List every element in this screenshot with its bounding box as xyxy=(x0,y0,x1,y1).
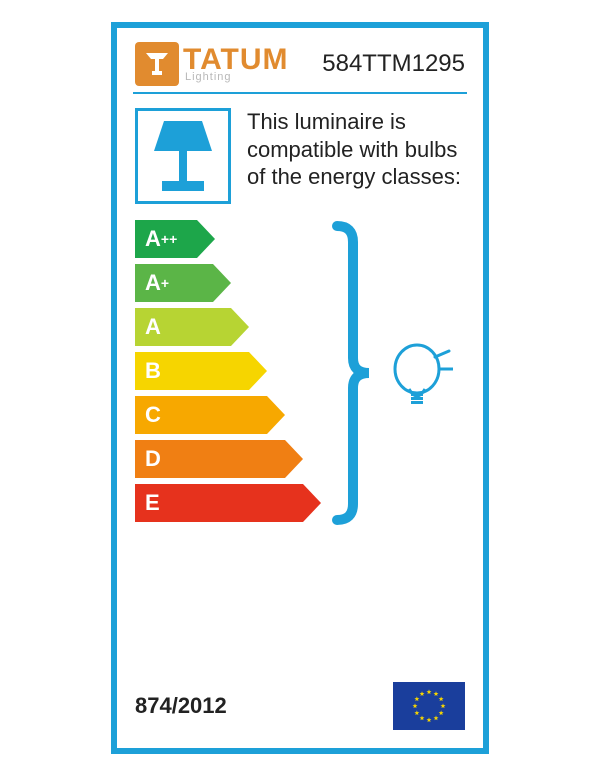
brand-sub: Lighting xyxy=(185,73,289,83)
energy-arrow-label: A+ xyxy=(135,264,213,302)
energy-arrow-C: C xyxy=(135,396,321,434)
energy-arrow-Aplusplus: A++ xyxy=(135,220,321,258)
brace-icon xyxy=(329,220,379,531)
energy-arrow-A: A xyxy=(135,308,321,346)
brand-logo: TATUM Lighting xyxy=(135,42,289,86)
energy-arrow-label: B xyxy=(135,352,249,390)
header: TATUM Lighting 584TTM1295 xyxy=(135,42,465,86)
energy-arrow-label: E xyxy=(135,484,303,522)
energy-arrows-column: A++ A+ ABCDE xyxy=(135,220,321,531)
regulation-number: 874/2012 xyxy=(135,693,227,719)
arrow-tip-icon xyxy=(197,220,215,258)
arrow-tip-icon xyxy=(249,352,267,390)
logo-mark-icon xyxy=(135,42,179,86)
description-row: This luminaire is compatible with bulbs … xyxy=(135,108,465,204)
eu-flag-icon xyxy=(393,682,465,730)
model-number: 584TTM1295 xyxy=(322,50,465,78)
energy-arrow-label: D xyxy=(135,440,285,478)
bulb-icon xyxy=(387,220,457,531)
energy-arrow-label: A xyxy=(135,308,231,346)
arrow-tip-icon xyxy=(231,308,249,346)
description-text: This luminaire is compatible with bulbs … xyxy=(247,108,465,204)
energy-arrow-B: B xyxy=(135,352,321,390)
logo-text: TATUM Lighting xyxy=(183,46,289,83)
energy-arrow-Aplus: A+ xyxy=(135,264,321,302)
energy-scale: A++ A+ ABCDE xyxy=(135,220,465,531)
arrow-tip-icon xyxy=(303,484,321,522)
energy-arrow-D: D xyxy=(135,440,321,478)
lamp-icon xyxy=(135,108,231,204)
arrow-tip-icon xyxy=(285,440,303,478)
energy-arrow-E: E xyxy=(135,484,321,522)
footer: 874/2012 xyxy=(135,682,465,730)
arrow-tip-icon xyxy=(267,396,285,434)
energy-arrow-label: C xyxy=(135,396,267,434)
energy-arrow-label: A++ xyxy=(135,220,197,258)
brand-name: TATUM xyxy=(183,46,289,73)
arrow-tip-icon xyxy=(213,264,231,302)
energy-label: TATUM Lighting 584TTM1295 This luminaire… xyxy=(111,22,489,754)
divider xyxy=(133,92,467,94)
